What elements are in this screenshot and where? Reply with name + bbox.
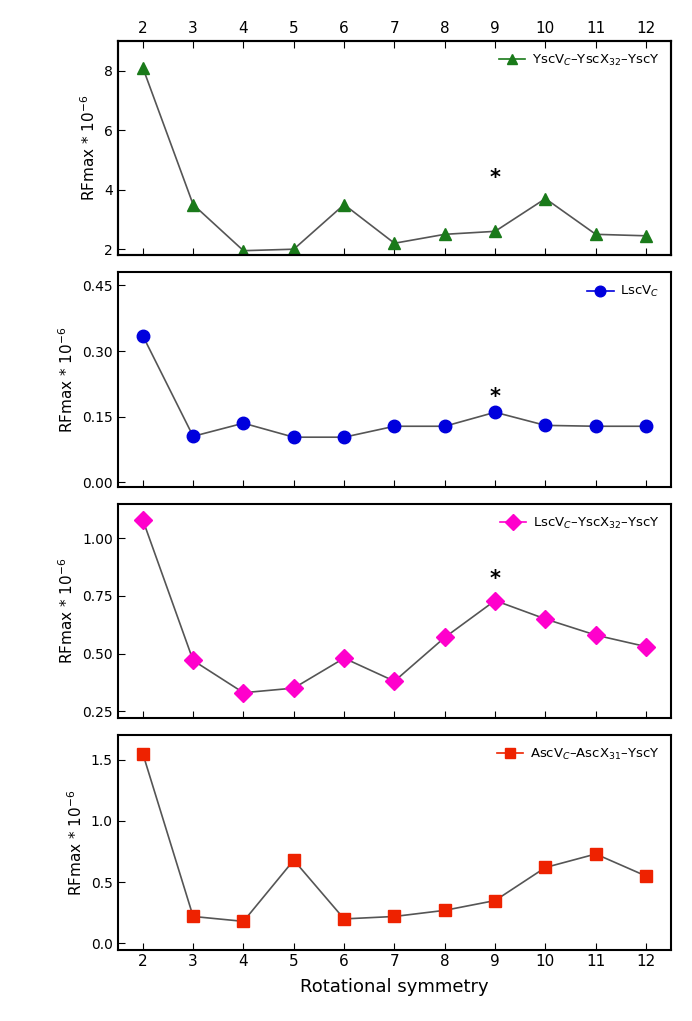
- Text: *: *: [490, 168, 500, 188]
- Text: *: *: [490, 387, 500, 406]
- X-axis label: Rotational symmetry: Rotational symmetry: [300, 978, 489, 995]
- Y-axis label: RFmax * 10$^{-6}$: RFmax * 10$^{-6}$: [80, 95, 98, 201]
- Y-axis label: RFmax * 10$^{-6}$: RFmax * 10$^{-6}$: [57, 326, 77, 433]
- Y-axis label: RFmax * 10$^{-6}$: RFmax * 10$^{-6}$: [57, 557, 77, 665]
- Legend: AscV$_C$–AscX$_{31}$–YscY: AscV$_C$–AscX$_{31}$–YscY: [491, 742, 664, 768]
- Y-axis label: RFmax * 10$^{-6}$: RFmax * 10$^{-6}$: [66, 789, 85, 895]
- Legend: YscV$_C$–YscX$_{32}$–YscY: YscV$_C$–YscX$_{32}$–YscY: [493, 47, 664, 74]
- Legend: LscV$_C$: LscV$_C$: [582, 279, 664, 304]
- Text: *: *: [490, 569, 500, 589]
- Legend: LscV$_C$–YscX$_{32}$–YscY: LscV$_C$–YscX$_{32}$–YscY: [494, 510, 664, 536]
